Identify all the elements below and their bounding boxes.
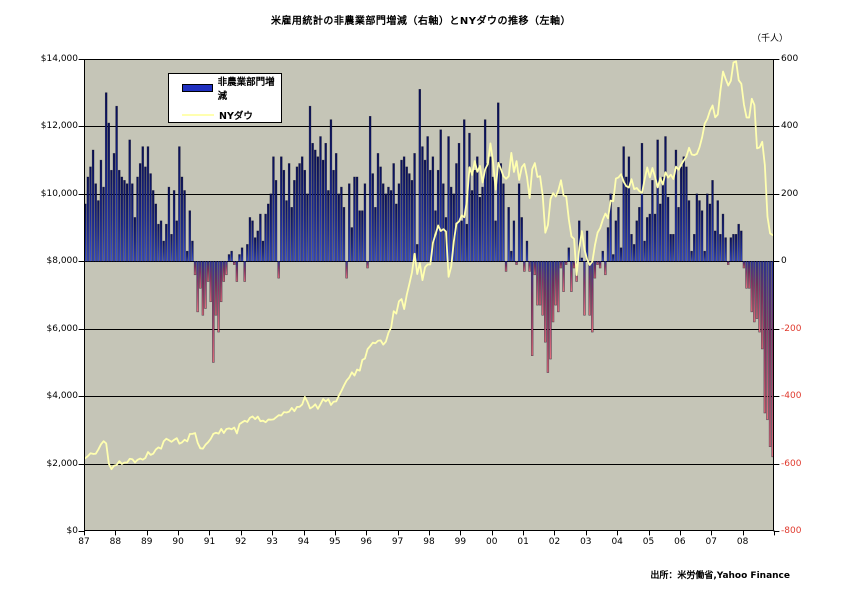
y-left-tick-label: $8,000 (46, 256, 79, 267)
chart-title: 米雇用統計の非農業部門増減（右軸）とNYダウの推移（左軸） (270, 16, 572, 27)
legend-bar-swatch (182, 84, 213, 92)
y-left-tick-label: $6,000 (46, 323, 79, 334)
x-year-tick-label: 00 (485, 537, 498, 547)
y-right-tick-label: 400 (781, 121, 799, 132)
source-note: 出所：米労働省,Yahoo Finance (650, 571, 790, 581)
x-year-tick-label: 03 (580, 537, 592, 547)
x-year-tick-label: 05 (642, 537, 655, 547)
y-right-tick-label: 600 (781, 54, 799, 64)
y-right-tick-label: 0 (781, 256, 787, 267)
x-year-tick-label: 89 (140, 537, 153, 547)
x-year-tick-label: 99 (454, 537, 467, 547)
legend-bar-label: 非農業部門増減 (217, 77, 275, 102)
y-left-tick-label: $12,000 (40, 121, 78, 132)
x-year-tick-label: 87 (78, 537, 90, 547)
x-year-tick-label: 96 (360, 537, 372, 547)
y-left-tick-label: $10,000 (40, 188, 78, 199)
y-right-tick-label: -400 (781, 391, 802, 402)
legend-item-line: NYダウ (182, 108, 281, 122)
x-year-tick-label: 93 (266, 537, 278, 547)
x-year-tick-label: 07 (705, 537, 717, 547)
y-left-tick-label: $2,000 (46, 458, 79, 469)
x-year-tick-label: 97 (391, 537, 404, 547)
x-year-tick-label: 01 (517, 537, 529, 547)
legend-line-swatch (182, 114, 214, 116)
x-year-tick-label: 88 (109, 537, 122, 547)
legend-line-label: NYダウ (219, 111, 253, 122)
x-year-tick-label: 02 (548, 537, 561, 547)
y-left-tick-label: $0 (66, 526, 78, 536)
y-right-tick-label: -200 (781, 323, 802, 334)
x-year-tick-label: 98 (423, 537, 435, 547)
y-right-tick-label: -800 (781, 526, 802, 536)
x-year-tick-label: 92 (235, 537, 247, 547)
y-right-tick-label: -600 (781, 458, 802, 469)
x-year-tick-label: 91 (203, 537, 216, 547)
x-year-tick-label: 08 (736, 537, 749, 547)
y-left-tick-label: $4,000 (46, 391, 79, 402)
right-axis-unit-label: （千人） (752, 34, 789, 44)
legend: 非農業部門増減 NYダウ (168, 73, 282, 123)
x-year-tick-label: 04 (611, 537, 623, 547)
y-right-tick-label: 200 (781, 188, 799, 199)
x-year-tick-label: 90 (172, 537, 184, 547)
x-year-tick-label: 94 (297, 537, 310, 547)
x-year-tick-label: 06 (674, 537, 686, 547)
legend-item-bars: 非農業部門増減 (182, 74, 281, 102)
x-year-tick-label: 95 (329, 537, 341, 547)
y-left-tick-label: $14,000 (40, 54, 78, 64)
